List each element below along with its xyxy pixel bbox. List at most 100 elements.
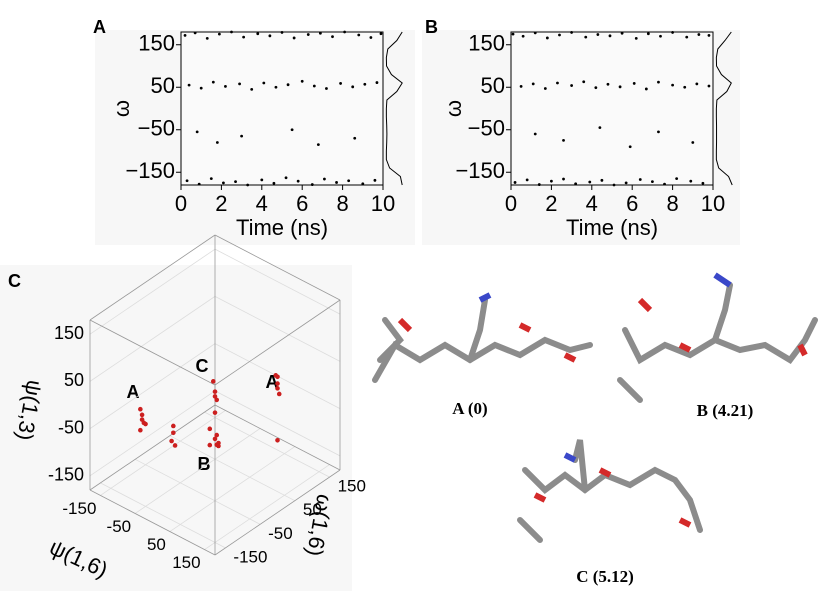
point (325, 87, 328, 90)
point (613, 184, 616, 187)
point (671, 31, 674, 34)
annotation: C (196, 356, 209, 376)
y-axis-label: ω (441, 100, 466, 117)
point (594, 86, 597, 89)
point (619, 85, 622, 88)
x-axis-label: Time (ns) (566, 215, 658, 240)
x-tick-label: 10 (701, 191, 725, 216)
point (659, 35, 662, 38)
structure-label: C (5.12) (576, 567, 634, 586)
point (301, 80, 304, 83)
point (601, 179, 604, 182)
point (277, 392, 282, 397)
point (210, 177, 213, 180)
point (657, 130, 660, 133)
point (570, 31, 573, 34)
point (532, 82, 535, 85)
point (363, 83, 366, 86)
point (250, 88, 253, 91)
point (671, 84, 674, 87)
point (347, 179, 350, 182)
point (351, 85, 354, 88)
point (287, 83, 290, 86)
point (319, 32, 322, 35)
point (621, 32, 624, 35)
structure-label: A (0) (452, 399, 487, 418)
x-tick-label: 150 (172, 553, 200, 572)
structure-label: B (4.21) (697, 401, 754, 420)
x-tick-label: 50 (147, 535, 166, 554)
point (546, 37, 549, 40)
point (313, 85, 316, 88)
x-tick-label: 10 (371, 191, 395, 216)
panel-label: C (8, 271, 21, 291)
point (138, 428, 143, 433)
point (275, 375, 280, 380)
point (556, 82, 559, 85)
point (663, 183, 666, 186)
point (582, 80, 585, 83)
z-tick-label: -50 (58, 417, 84, 437)
point (268, 34, 271, 37)
x-tick-label: 2 (215, 191, 227, 216)
y-tick-label: −50 (468, 116, 505, 141)
point (140, 413, 145, 418)
point (260, 179, 263, 182)
x-tick-label: 8 (336, 191, 348, 216)
point (188, 84, 191, 87)
point (584, 36, 587, 39)
point (297, 180, 300, 183)
point (211, 379, 216, 384)
point (550, 180, 553, 183)
y-tick-label: 50 (481, 73, 505, 98)
point (240, 135, 243, 138)
point (645, 88, 648, 91)
point (275, 386, 280, 391)
point (196, 130, 199, 133)
x-axis-label: Time (ns) (236, 215, 328, 240)
panel-label: A (93, 17, 106, 37)
point (562, 139, 565, 142)
point (635, 37, 638, 40)
y-tick-label: 150 (468, 31, 505, 56)
x-tick-label: 6 (296, 191, 308, 216)
point (275, 438, 280, 443)
point (522, 35, 525, 38)
x-tick-label: -150 (62, 499, 96, 518)
point (214, 442, 219, 447)
point (186, 179, 189, 182)
x-tick-label: -50 (107, 517, 132, 536)
point (200, 87, 203, 90)
x-tick-label: 6 (626, 191, 638, 216)
point (596, 33, 599, 36)
point (625, 181, 628, 184)
point (708, 34, 711, 37)
point (207, 427, 212, 432)
point (311, 183, 314, 186)
point (651, 180, 654, 183)
point (588, 181, 591, 184)
point (246, 184, 249, 187)
point (702, 182, 705, 185)
point (691, 141, 694, 144)
point (224, 85, 227, 88)
z-tick-label: 50 (64, 370, 84, 390)
point (574, 182, 577, 185)
point (353, 137, 356, 140)
z-tick-label: -150 (48, 465, 84, 485)
point (169, 439, 174, 444)
point (607, 83, 610, 86)
atom (480, 295, 490, 300)
point (273, 182, 276, 185)
y-tick-label: −150 (125, 158, 175, 183)
y-tick-label: -150 (233, 547, 267, 566)
point (275, 86, 278, 89)
point (207, 443, 212, 448)
point (534, 31, 537, 34)
panel-label: B (425, 17, 438, 37)
figure: A (0) B (4.21) C (5.12) A C B A A−150−50… (0, 0, 826, 591)
point (230, 31, 233, 34)
point (262, 82, 265, 85)
point (376, 81, 379, 84)
point (138, 407, 143, 412)
